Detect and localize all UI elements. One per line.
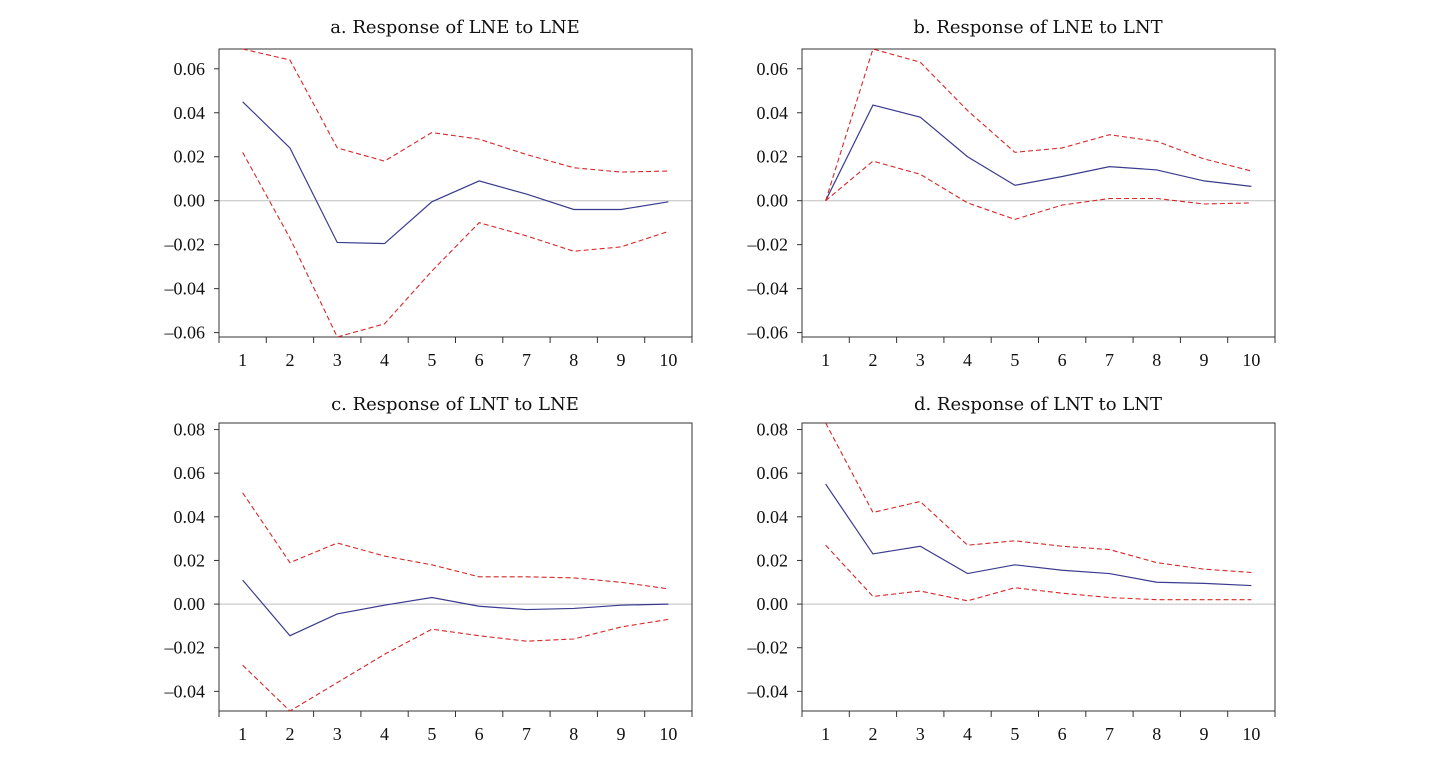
y-tick-label-d-1: 0.06 (757, 463, 789, 483)
x-tick-label-b-1: 2 (868, 350, 877, 370)
panel-c: c. Response of LNT to LNE 0.08 0.06 0.04 0.0… (164, 394, 693, 744)
y-tick-label-c-6: –0.04 (164, 681, 206, 701)
series-lower-b (825, 160, 1252, 220)
x-tick-label-d-3: 4 (963, 724, 972, 744)
y-tick-label-a-4: –0.02 (164, 235, 206, 255)
series-lower-a (242, 152, 669, 338)
plot-frame-c (218, 422, 693, 712)
series-response-a (242, 101, 669, 245)
y-tick-label-d-2: 0.04 (757, 507, 789, 527)
series-lower-d (825, 544, 1252, 602)
chart-title-a: a. Response of LNE to LNE (330, 17, 580, 38)
series-response-b (825, 104, 1252, 201)
x-tick-label-c-4: 5 (427, 724, 436, 744)
x-tick-label-d-8: 9 (1200, 724, 1209, 744)
chart-title-d: d. Response of LNT to LNT (914, 394, 1162, 415)
x-tick-label-b-3: 4 (963, 350, 972, 370)
plot-frame-b (801, 48, 1276, 338)
y-tick-label-b-3: 0.00 (757, 191, 789, 211)
x-tick-label-c-2: 3 (333, 724, 342, 744)
series-upper-b (825, 48, 1252, 201)
x-tick-label-a-1: 2 (285, 350, 294, 370)
x-tick-label-b-7: 8 (1152, 350, 1161, 370)
y-tick-label-d-4: 0.00 (757, 594, 789, 614)
y-tick-label-b-1: 0.04 (757, 103, 789, 123)
y-tick-label-a-3: 0.00 (174, 191, 206, 211)
x-tick-label-b-5: 6 (1058, 350, 1067, 370)
x-tick-label-c-7: 8 (569, 724, 578, 744)
x-tick-label-d-7: 8 (1152, 724, 1161, 744)
y-tick-label-c-3: 0.02 (174, 550, 206, 570)
x-tick-label-b-4: 5 (1010, 350, 1019, 370)
x-tick-label-b-2: 3 (916, 350, 925, 370)
y-tick-label-c-1: 0.06 (174, 463, 206, 483)
series-upper-d (825, 422, 1252, 574)
series-upper-a (242, 48, 669, 173)
x-tick-label-c-8: 9 (617, 724, 626, 744)
series-response-c (242, 579, 669, 637)
x-tick-label-c-1: 2 (285, 724, 294, 744)
y-tick-label-b-6: –0.06 (747, 323, 789, 343)
y-tick-label-a-2: 0.02 (174, 147, 206, 167)
x-tick-label-a-4: 5 (427, 350, 436, 370)
x-tick-label-a-7: 8 (569, 350, 578, 370)
x-tick-label-d-9: 10 (1242, 724, 1260, 744)
y-tick-label-d-0: 0.08 (757, 420, 789, 440)
x-tick-label-c-9: 10 (659, 724, 677, 744)
y-tick-label-d-6: –0.04 (747, 681, 789, 701)
x-tick-label-a-6: 7 (522, 350, 531, 370)
series-upper-c (242, 492, 669, 590)
y-tick-label-a-1: 0.04 (174, 103, 206, 123)
x-tick-label-d-0: 1 (821, 724, 830, 744)
x-tick-label-d-1: 2 (868, 724, 877, 744)
x-tick-label-b-6: 7 (1105, 350, 1114, 370)
series-response-d (825, 483, 1252, 587)
x-tick-label-a-9: 10 (659, 350, 677, 370)
panel-d: d. Response of LNT to LNT 0.08 0.06 0.04 0.0… (747, 394, 1276, 744)
x-tick-label-a-2: 3 (333, 350, 342, 370)
x-tick-label-c-3: 4 (380, 724, 389, 744)
x-tick-label-a-3: 4 (380, 350, 389, 370)
y-tick-label-c-5: –0.02 (164, 638, 206, 658)
x-tick-label-d-5: 6 (1058, 724, 1067, 744)
series-lower-c (242, 618, 669, 712)
x-tick-label-b-9: 10 (1242, 350, 1260, 370)
x-tick-label-a-8: 9 (617, 350, 626, 370)
y-tick-label-b-4: –0.02 (747, 235, 789, 255)
x-tick-label-b-8: 9 (1200, 350, 1209, 370)
y-tick-label-b-5: –0.04 (747, 279, 789, 299)
y-tick-label-b-2: 0.02 (757, 147, 789, 167)
chart-title-c: c. Response of LNT to LNE (331, 394, 579, 415)
y-tick-label-c-0: 0.08 (174, 420, 206, 440)
panel-b: b. Response of LNE to LNT 0.06 0.04 0.02 0.0… (747, 17, 1276, 370)
y-tick-label-c-2: 0.04 (174, 507, 206, 527)
x-tick-label-c-6: 7 (522, 724, 531, 744)
x-tick-label-c-0: 1 (238, 724, 247, 744)
x-tick-label-c-5: 6 (475, 724, 484, 744)
y-tick-label-d-3: 0.02 (757, 550, 789, 570)
x-tick-label-d-2: 3 (916, 724, 925, 744)
x-tick-label-a-0: 1 (238, 350, 247, 370)
x-tick-label-d-6: 7 (1105, 724, 1114, 744)
y-tick-label-a-6: –0.06 (164, 323, 206, 343)
y-tick-label-c-4: 0.00 (174, 594, 206, 614)
y-tick-label-a-0: 0.06 (174, 59, 206, 79)
chart-title-b: b. Response of LNE to LNT (913, 17, 1162, 38)
x-tick-label-b-0: 1 (821, 350, 830, 370)
y-tick-label-d-5: –0.02 (747, 638, 789, 658)
x-tick-label-d-4: 5 (1010, 724, 1019, 744)
y-tick-label-b-0: 0.06 (757, 59, 789, 79)
panel-a: a. Response of LNE to LNE 0.06 0.04 0.02 0.0… (164, 17, 693, 370)
plot-frame-a (218, 48, 693, 338)
y-tick-label-a-5: –0.04 (164, 279, 206, 299)
x-tick-label-a-5: 6 (475, 350, 484, 370)
